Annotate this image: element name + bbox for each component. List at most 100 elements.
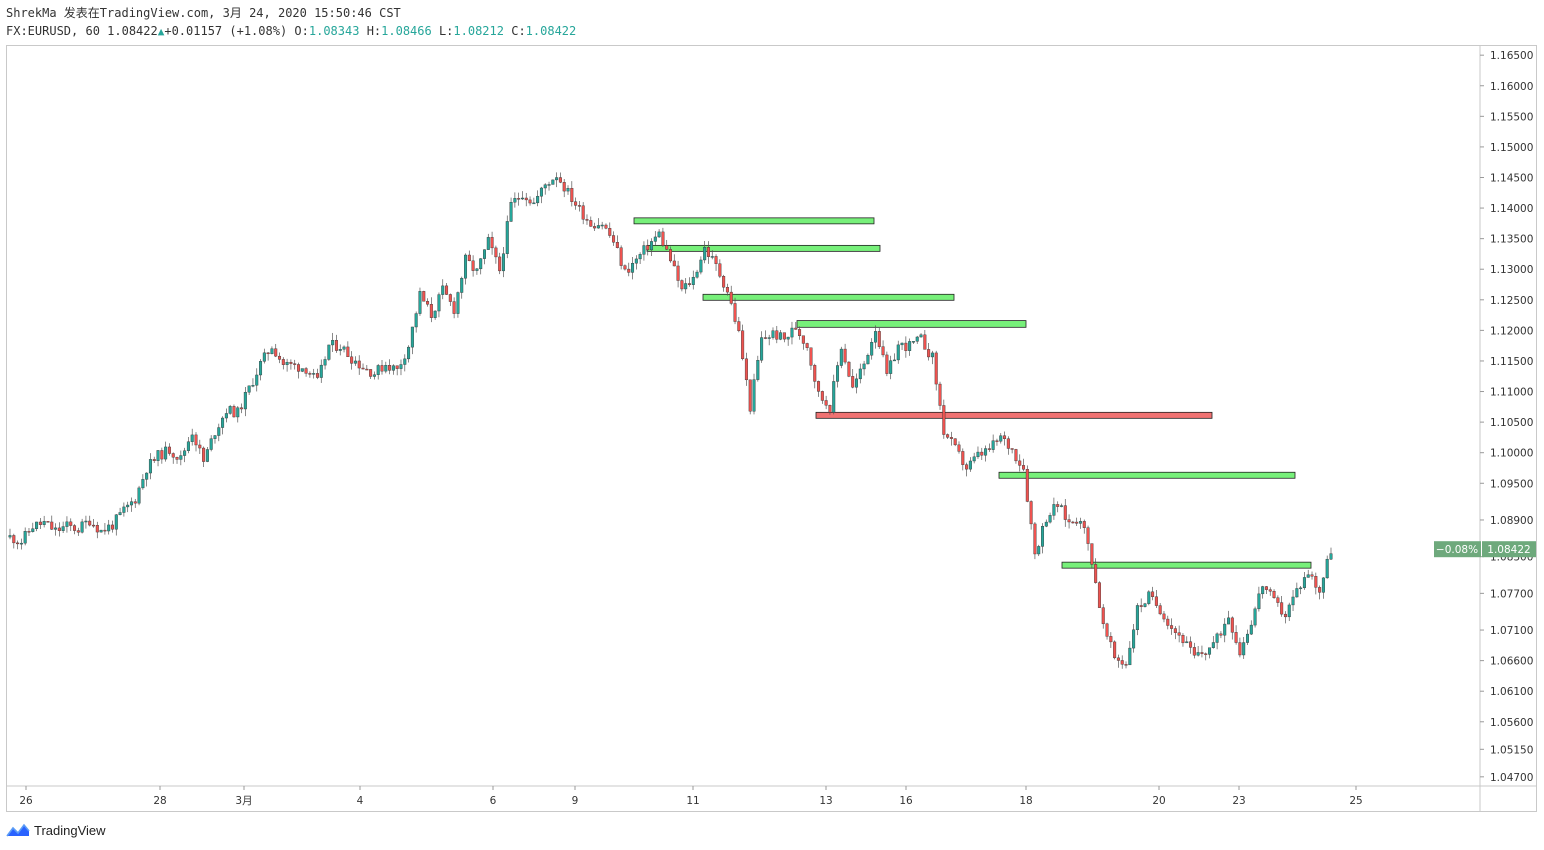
candle-down: [1154, 596, 1158, 606]
candle-down: [570, 188, 574, 202]
axis-lines: [6, 46, 1537, 812]
candle-down: [57, 527, 61, 531]
candle-up: [968, 460, 972, 470]
candle-up: [551, 179, 555, 185]
candle-down: [1238, 642, 1242, 656]
triangle-up-icon: ▲: [157, 25, 165, 38]
candle-down: [577, 205, 581, 207]
candle-up: [19, 542, 23, 545]
candle-up: [756, 360, 760, 380]
low-value: 1.08212: [453, 24, 504, 38]
candle-up: [855, 378, 859, 388]
candle-down: [885, 354, 889, 374]
candle-down: [50, 521, 54, 530]
candle-up: [35, 521, 39, 529]
candle-up: [183, 450, 187, 456]
candle-down: [1109, 636, 1113, 643]
candle-down: [782, 332, 786, 340]
candle-down: [1234, 632, 1238, 643]
candle-up: [54, 527, 58, 530]
candle-down: [167, 446, 171, 454]
candle-down: [232, 406, 236, 418]
candle-up: [126, 504, 130, 508]
candle-down: [380, 365, 384, 372]
candle-up: [543, 184, 547, 189]
candle-up: [1245, 633, 1249, 643]
candle-down: [388, 365, 392, 371]
candle-down: [395, 365, 399, 369]
candle-down: [1162, 613, 1166, 620]
candle-up: [437, 294, 441, 312]
low-label: L:: [438, 24, 454, 38]
candle-down: [1120, 660, 1124, 665]
candle-down: [498, 256, 502, 272]
candle-down: [741, 330, 745, 360]
price-change: +0.01157 (+1.08%): [164, 24, 288, 38]
candle-up: [384, 365, 388, 372]
candle-down: [1283, 613, 1287, 618]
candle-up: [129, 501, 133, 506]
candle-down: [718, 263, 722, 277]
candle-down: [293, 363, 297, 365]
y-tick-label: 1.12500: [1490, 295, 1533, 307]
candle-up: [1291, 596, 1295, 606]
candle-down: [953, 438, 957, 446]
candle-up: [1211, 642, 1215, 648]
candle-down: [589, 220, 593, 227]
candle-down: [452, 301, 456, 314]
candle-down: [240, 407, 244, 410]
candle-up: [832, 381, 836, 413]
candle-up: [1321, 577, 1325, 593]
candle-up: [976, 451, 980, 458]
candle-down: [1056, 504, 1060, 507]
candle-up: [399, 364, 403, 369]
candle-up: [760, 337, 764, 361]
candle-up: [407, 346, 411, 360]
candle-up: [1257, 593, 1261, 610]
candle-down: [843, 348, 847, 363]
candle-up: [84, 520, 88, 523]
candle-down: [198, 444, 202, 449]
candle-down: [1158, 605, 1162, 615]
y-tick-label: 1.16500: [1490, 50, 1533, 62]
candle-down: [1097, 582, 1101, 608]
x-tick-label: 6: [490, 795, 497, 807]
candle-up: [889, 360, 893, 374]
y-tick-label: 1.07100: [1490, 625, 1533, 637]
candle-down: [1166, 618, 1170, 626]
zone-green: [633, 217, 875, 225]
tradingview-logo[interactable]: TradingView: [6, 822, 106, 838]
candle-up: [179, 455, 183, 460]
y-tick-label: 1.16000: [1490, 81, 1533, 93]
candle-down: [714, 256, 718, 264]
candle-up: [596, 225, 600, 229]
candle-down: [46, 521, 50, 523]
candle-up: [1078, 521, 1082, 524]
candle-down: [16, 542, 20, 545]
y-tick-label: 1.13000: [1490, 264, 1533, 276]
candle-up: [513, 198, 517, 203]
candle-down: [817, 381, 821, 392]
candle-up: [331, 340, 335, 346]
y-tick-label: 1.12000: [1490, 325, 1533, 337]
candle-up: [972, 456, 976, 462]
candle-up: [107, 524, 111, 532]
candle-down: [820, 391, 824, 401]
candle-down: [938, 383, 942, 406]
candle-down: [923, 334, 927, 350]
candle-up: [460, 277, 464, 293]
candle-down: [1014, 449, 1018, 462]
candle-down: [266, 352, 270, 355]
candle-down: [722, 276, 726, 288]
candle-up: [114, 514, 118, 530]
candle-up: [1329, 553, 1333, 560]
candle-up: [547, 184, 551, 186]
candle-down: [494, 247, 498, 258]
candle-down: [725, 287, 729, 293]
candle-down: [1101, 607, 1105, 625]
candle-up: [156, 450, 160, 461]
chart-frame[interactable]: [6, 45, 1537, 812]
y-tick-label: 1.10500: [1490, 417, 1533, 429]
tradingview-logo-icon: [6, 823, 30, 837]
